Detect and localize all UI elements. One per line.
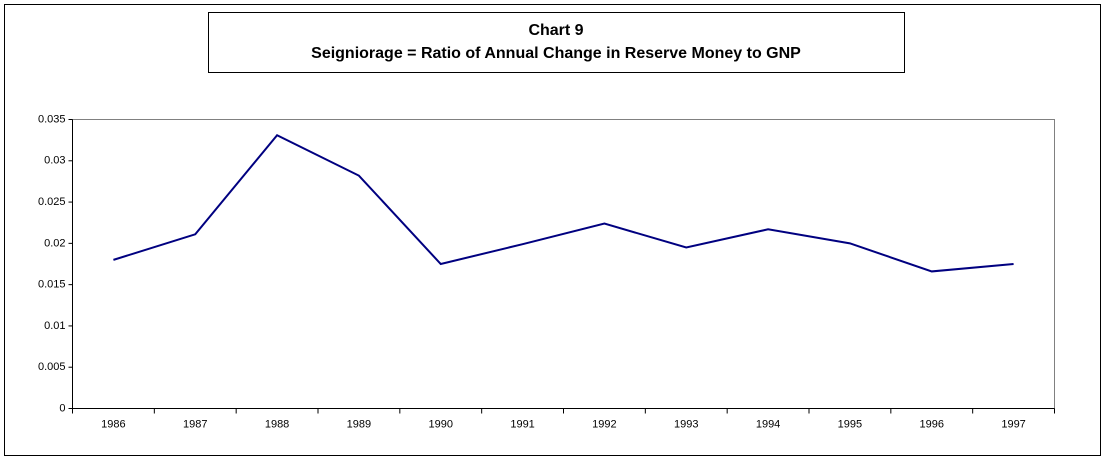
y-tick-label: 0.025	[38, 196, 66, 208]
y-tick-label: 0	[59, 402, 65, 414]
x-tick-label: 1988	[265, 418, 289, 430]
x-tick-label: 1990	[429, 418, 453, 430]
y-tick-label: 0.01	[44, 320, 65, 332]
chart-title: Chart 9	[528, 22, 583, 39]
x-tick-label: 1993	[674, 418, 698, 430]
x-tick-label: 1987	[183, 418, 207, 430]
plot-area	[72, 119, 1055, 409]
chart-subtitle: Seigniorage = Ratio of Annual Change in …	[311, 45, 801, 62]
x-tick-label: 1991	[510, 418, 534, 430]
title-box	[208, 12, 905, 73]
x-tick-label: 1986	[101, 418, 125, 430]
y-tick-label: 0.02	[44, 237, 65, 249]
x-tick-label: 1989	[347, 418, 371, 430]
x-tick-label: 1996	[920, 418, 944, 430]
y-tick-label: 0.015	[38, 279, 66, 291]
y-tick-label: 0.03	[44, 155, 65, 167]
x-tick-label: 1992	[592, 418, 616, 430]
x-tick-label: 1995	[838, 418, 862, 430]
x-tick-label: 1994	[756, 418, 780, 430]
data-line	[113, 133, 1014, 273]
y-tick-label: 0.035	[38, 113, 66, 125]
y-tick-label: 0.005	[38, 361, 66, 373]
x-tick-label: 1997	[1001, 418, 1025, 430]
